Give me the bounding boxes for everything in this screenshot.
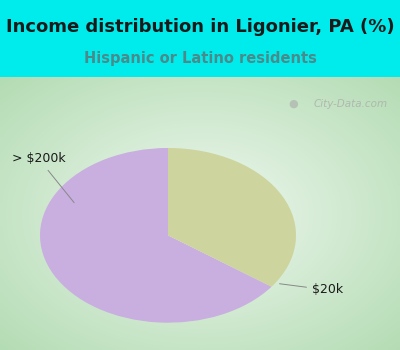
- Text: Hispanic or Latino residents: Hispanic or Latino residents: [84, 51, 316, 66]
- Wedge shape: [40, 148, 272, 323]
- Text: ●: ●: [288, 99, 298, 109]
- Text: > $200k: > $200k: [12, 152, 74, 203]
- Text: City-Data.com: City-Data.com: [314, 99, 388, 109]
- Text: Income distribution in Ligonier, PA (%): Income distribution in Ligonier, PA (%): [6, 18, 394, 36]
- Text: $20k: $20k: [280, 284, 343, 296]
- Wedge shape: [168, 148, 296, 287]
